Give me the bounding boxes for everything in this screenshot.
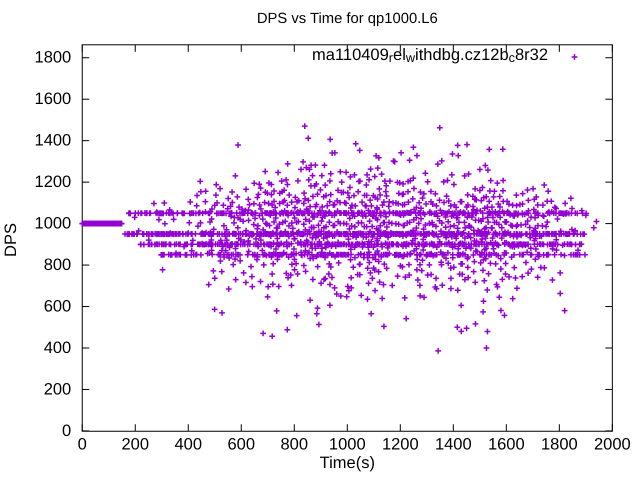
svg-text:1800: 1800 (35, 49, 72, 67)
svg-text:1400: 1400 (35, 132, 72, 150)
svg-text:DPS vs Time for qp1000.L6: DPS vs Time for qp1000.L6 (257, 11, 438, 27)
svg-text:0: 0 (78, 435, 87, 453)
svg-text:1000: 1000 (329, 435, 366, 453)
svg-text:600: 600 (44, 298, 72, 316)
svg-text:400: 400 (174, 435, 202, 453)
svg-text:1200: 1200 (382, 435, 419, 453)
svg-text:1200: 1200 (35, 173, 72, 191)
svg-text:800: 800 (44, 256, 72, 274)
svg-text:200: 200 (121, 435, 149, 453)
svg-text:DPS: DPS (2, 223, 20, 257)
svg-text:Time(s): Time(s) (320, 454, 375, 472)
svg-text:1000: 1000 (35, 215, 72, 233)
svg-text:400: 400 (44, 339, 72, 357)
svg-text:ma110409relwithdbg.cz12bc8r32: ma110409relwithdbg.cz12bc8r32 (312, 46, 548, 65)
svg-text:0: 0 (62, 422, 71, 440)
svg-text:1600: 1600 (488, 435, 525, 453)
svg-text:200: 200 (44, 380, 72, 398)
svg-text:1600: 1600 (35, 90, 72, 108)
svg-text:800: 800 (281, 435, 309, 453)
svg-text:600: 600 (227, 435, 255, 453)
svg-text:1400: 1400 (435, 435, 472, 453)
svg-text:2000: 2000 (594, 435, 631, 453)
svg-text:1800: 1800 (541, 435, 578, 453)
